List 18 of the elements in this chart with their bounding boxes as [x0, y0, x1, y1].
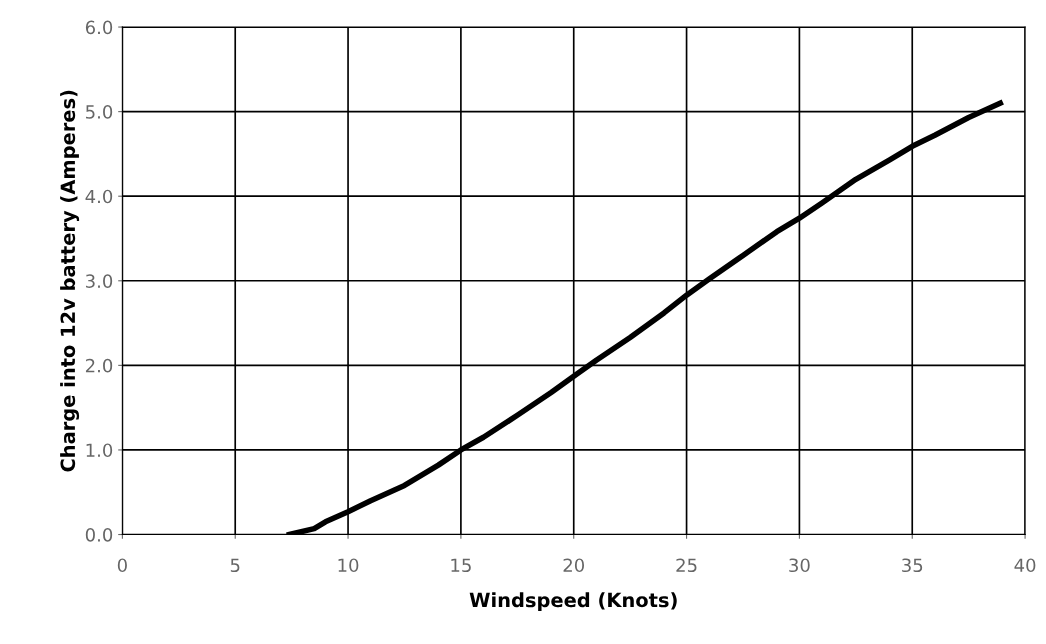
x-tick-label: 40	[1014, 558, 1036, 573]
y-tick-label: 3.0	[86, 274, 113, 288]
x-tick-label: 0	[117, 558, 127, 573]
x-tick-label: 30	[789, 558, 810, 573]
y-tick-label: 2.0	[85, 358, 113, 373]
x-tick-label: 35	[902, 558, 923, 573]
x-tick-label: 10	[338, 558, 359, 573]
x-tick-label: 15	[451, 558, 471, 573]
y-tick-label: 1.0	[86, 443, 113, 458]
y-axis-title: Charge into 12v battery (Amperes)	[60, 90, 80, 472]
x-axis-title: Windspeed (Knots)	[469, 592, 677, 612]
y-tick-label: 4.0	[85, 189, 113, 204]
x-tick-label: 5	[230, 558, 240, 573]
x-tick-label: 20	[563, 558, 585, 573]
y-tick-label: 6.0	[85, 20, 113, 35]
x-tick-label: 25	[676, 558, 697, 573]
y-tick-label: 5.0	[86, 105, 113, 119]
y-tick-label: 0.0	[85, 527, 113, 542]
